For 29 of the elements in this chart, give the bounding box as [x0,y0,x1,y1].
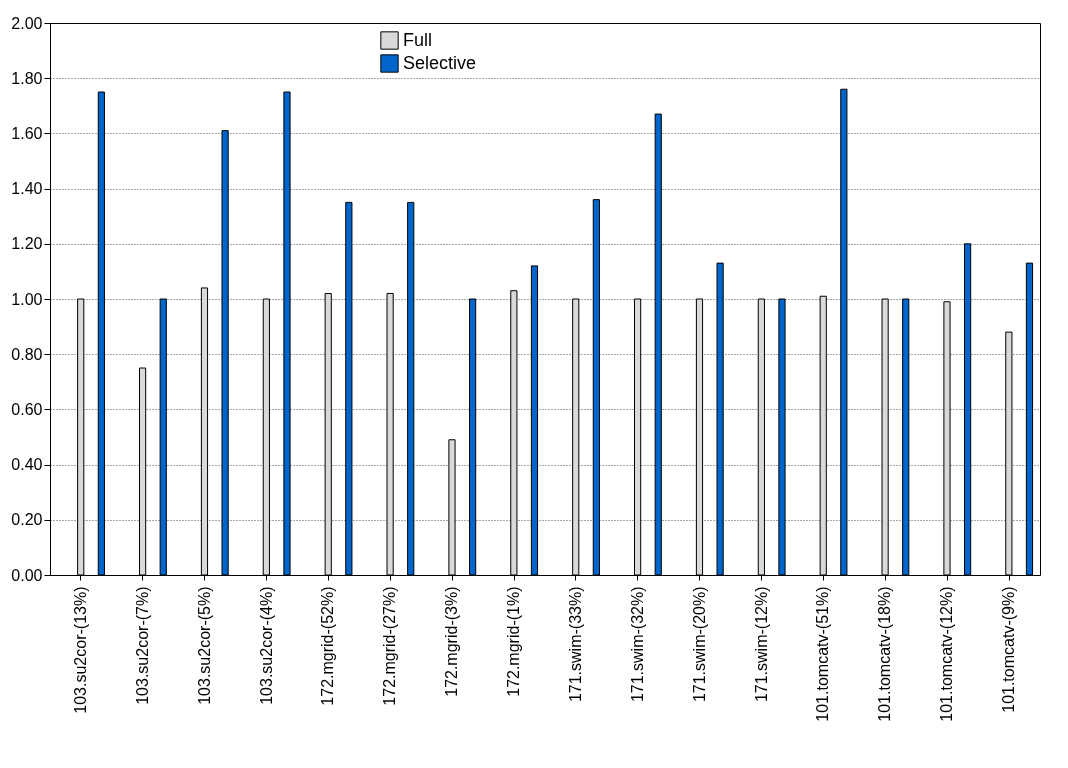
y-tick-label: 1.40 [11,180,43,198]
x-tick-label: 171.swim-(20%) [690,586,708,703]
x-tick-label: 101.tomcatv-(12%) [938,586,956,722]
x-tick-label: 172.mgrid-(52%) [319,586,337,706]
x-tick-label: 172.mgrid-(1%) [505,586,523,697]
y-tick-label: 1.00 [11,290,43,308]
y-tick-label: 1.20 [11,235,43,253]
x-tick-label: 171.swim-(33%) [566,586,584,703]
legend-label: Full [403,29,433,50]
x-tick-label: 171.swim-(32%) [628,586,646,703]
x-tick-label: 172.mgrid-(27%) [381,586,399,706]
y-tick-label: 0.80 [11,345,43,363]
x-tick-label: 103.su2cor-(13%) [71,586,89,714]
y-tick-label: 0.20 [11,511,43,529]
y-tick-label: 0.60 [11,400,43,418]
x-tick-label: 172.mgrid-(3%) [443,586,461,697]
x-tick-label: 101.tomcatv-(9%) [1000,586,1018,713]
y-tick-label: 0.40 [11,456,43,474]
x-tick-label: 103.su2cor-(4%) [257,586,275,705]
y-tick-label: 1.80 [11,69,43,87]
y-tick-label: 1.60 [11,124,43,142]
x-tick-label: 101.tomcatv-(51%) [814,586,832,722]
legend-label: Selective [403,52,477,73]
y-tick-label: 2.00 [11,14,43,32]
y-tick-label: 0.00 [11,566,43,584]
x-tick-label: 103.su2cor-(7%) [133,586,151,705]
x-tick-label: 171.swim-(12%) [752,586,770,703]
x-tick-label: 103.su2cor-(5%) [195,586,213,705]
x-tick-label: 101.tomcatv-(18%) [876,586,894,722]
